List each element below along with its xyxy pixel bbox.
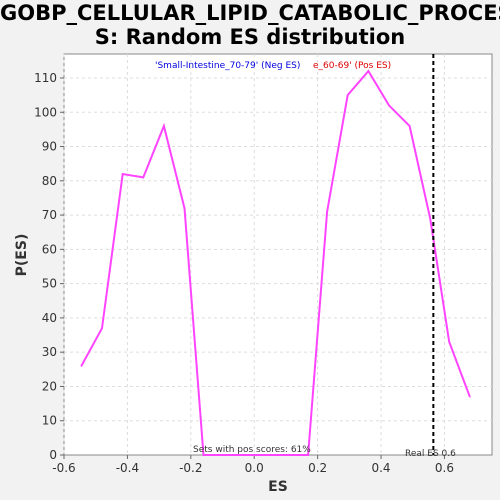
x-tick-label: 0.6 <box>435 461 454 475</box>
y-tick-label: 100 <box>34 105 57 119</box>
data-point <box>183 207 186 209</box>
data-point <box>326 210 328 213</box>
data-point <box>121 173 124 175</box>
y-tick-label: 70 <box>42 208 57 222</box>
grid-lines <box>63 54 492 455</box>
x-tick-label: -0.2 <box>179 461 202 475</box>
x-tick-label: -0.6 <box>52 461 75 475</box>
y-tick-label: 110 <box>34 71 57 85</box>
data-point <box>101 327 103 330</box>
x-tick-label: 0.0 <box>245 461 264 475</box>
y-tick-label: 20 <box>42 379 57 393</box>
y-tick-label: 60 <box>42 242 57 256</box>
data-point <box>80 365 83 367</box>
legend-pos: e_60-69' (Pos ES) <box>313 61 391 71</box>
x-tick-label: -0.4 <box>116 461 139 475</box>
y-tick-label: 40 <box>42 311 57 325</box>
data-point <box>429 217 432 220</box>
real-es-label: Real ES 0.6 <box>405 449 456 459</box>
chart-title-line2: S: Random ES distribution <box>94 25 406 49</box>
y-tick-label: 80 <box>42 174 57 188</box>
data-point <box>307 454 309 456</box>
legend-neg: 'Small-Intestine_70-79' (Neg ES) <box>155 61 300 71</box>
chart-title-line1: GOBP_CELLULAR_LIPID_CATABOLIC_PROCES <box>0 1 500 25</box>
x-tick-label: 0.2 <box>308 461 327 475</box>
data-point <box>388 104 390 107</box>
y-tick-label: 90 <box>42 140 57 154</box>
data-point <box>163 125 165 127</box>
series-line <box>80 69 471 456</box>
data-point <box>367 70 370 72</box>
plot-area <box>63 53 493 456</box>
data-point <box>202 454 205 456</box>
y-tick-label: 30 <box>42 345 57 359</box>
data-point <box>469 395 471 398</box>
data-point <box>408 125 411 127</box>
series-layer <box>80 69 471 456</box>
chart-title: GOBP_CELLULAR_LIPID_CATABOLIC_PROCES S: … <box>0 1 500 49</box>
y-tick-label: 10 <box>42 414 57 428</box>
axis-ticks: -0.6 -0.4 -0.2 0.0 0.2 0.4 0.6 0 10 20 30 40 50 60 70 8… <box>34 71 454 475</box>
data-point <box>142 176 145 179</box>
data-point <box>448 341 451 343</box>
y-tick-label: 0 <box>49 448 57 462</box>
x-tick-label: 0.4 <box>371 461 390 475</box>
y-tick-label: 50 <box>42 277 57 291</box>
data-point <box>346 94 349 96</box>
pos-scores-note: Sets with pos scores: 61% <box>193 445 311 455</box>
x-axis-label: ES <box>268 479 288 495</box>
y-axis-label: P(ES) <box>14 234 30 277</box>
